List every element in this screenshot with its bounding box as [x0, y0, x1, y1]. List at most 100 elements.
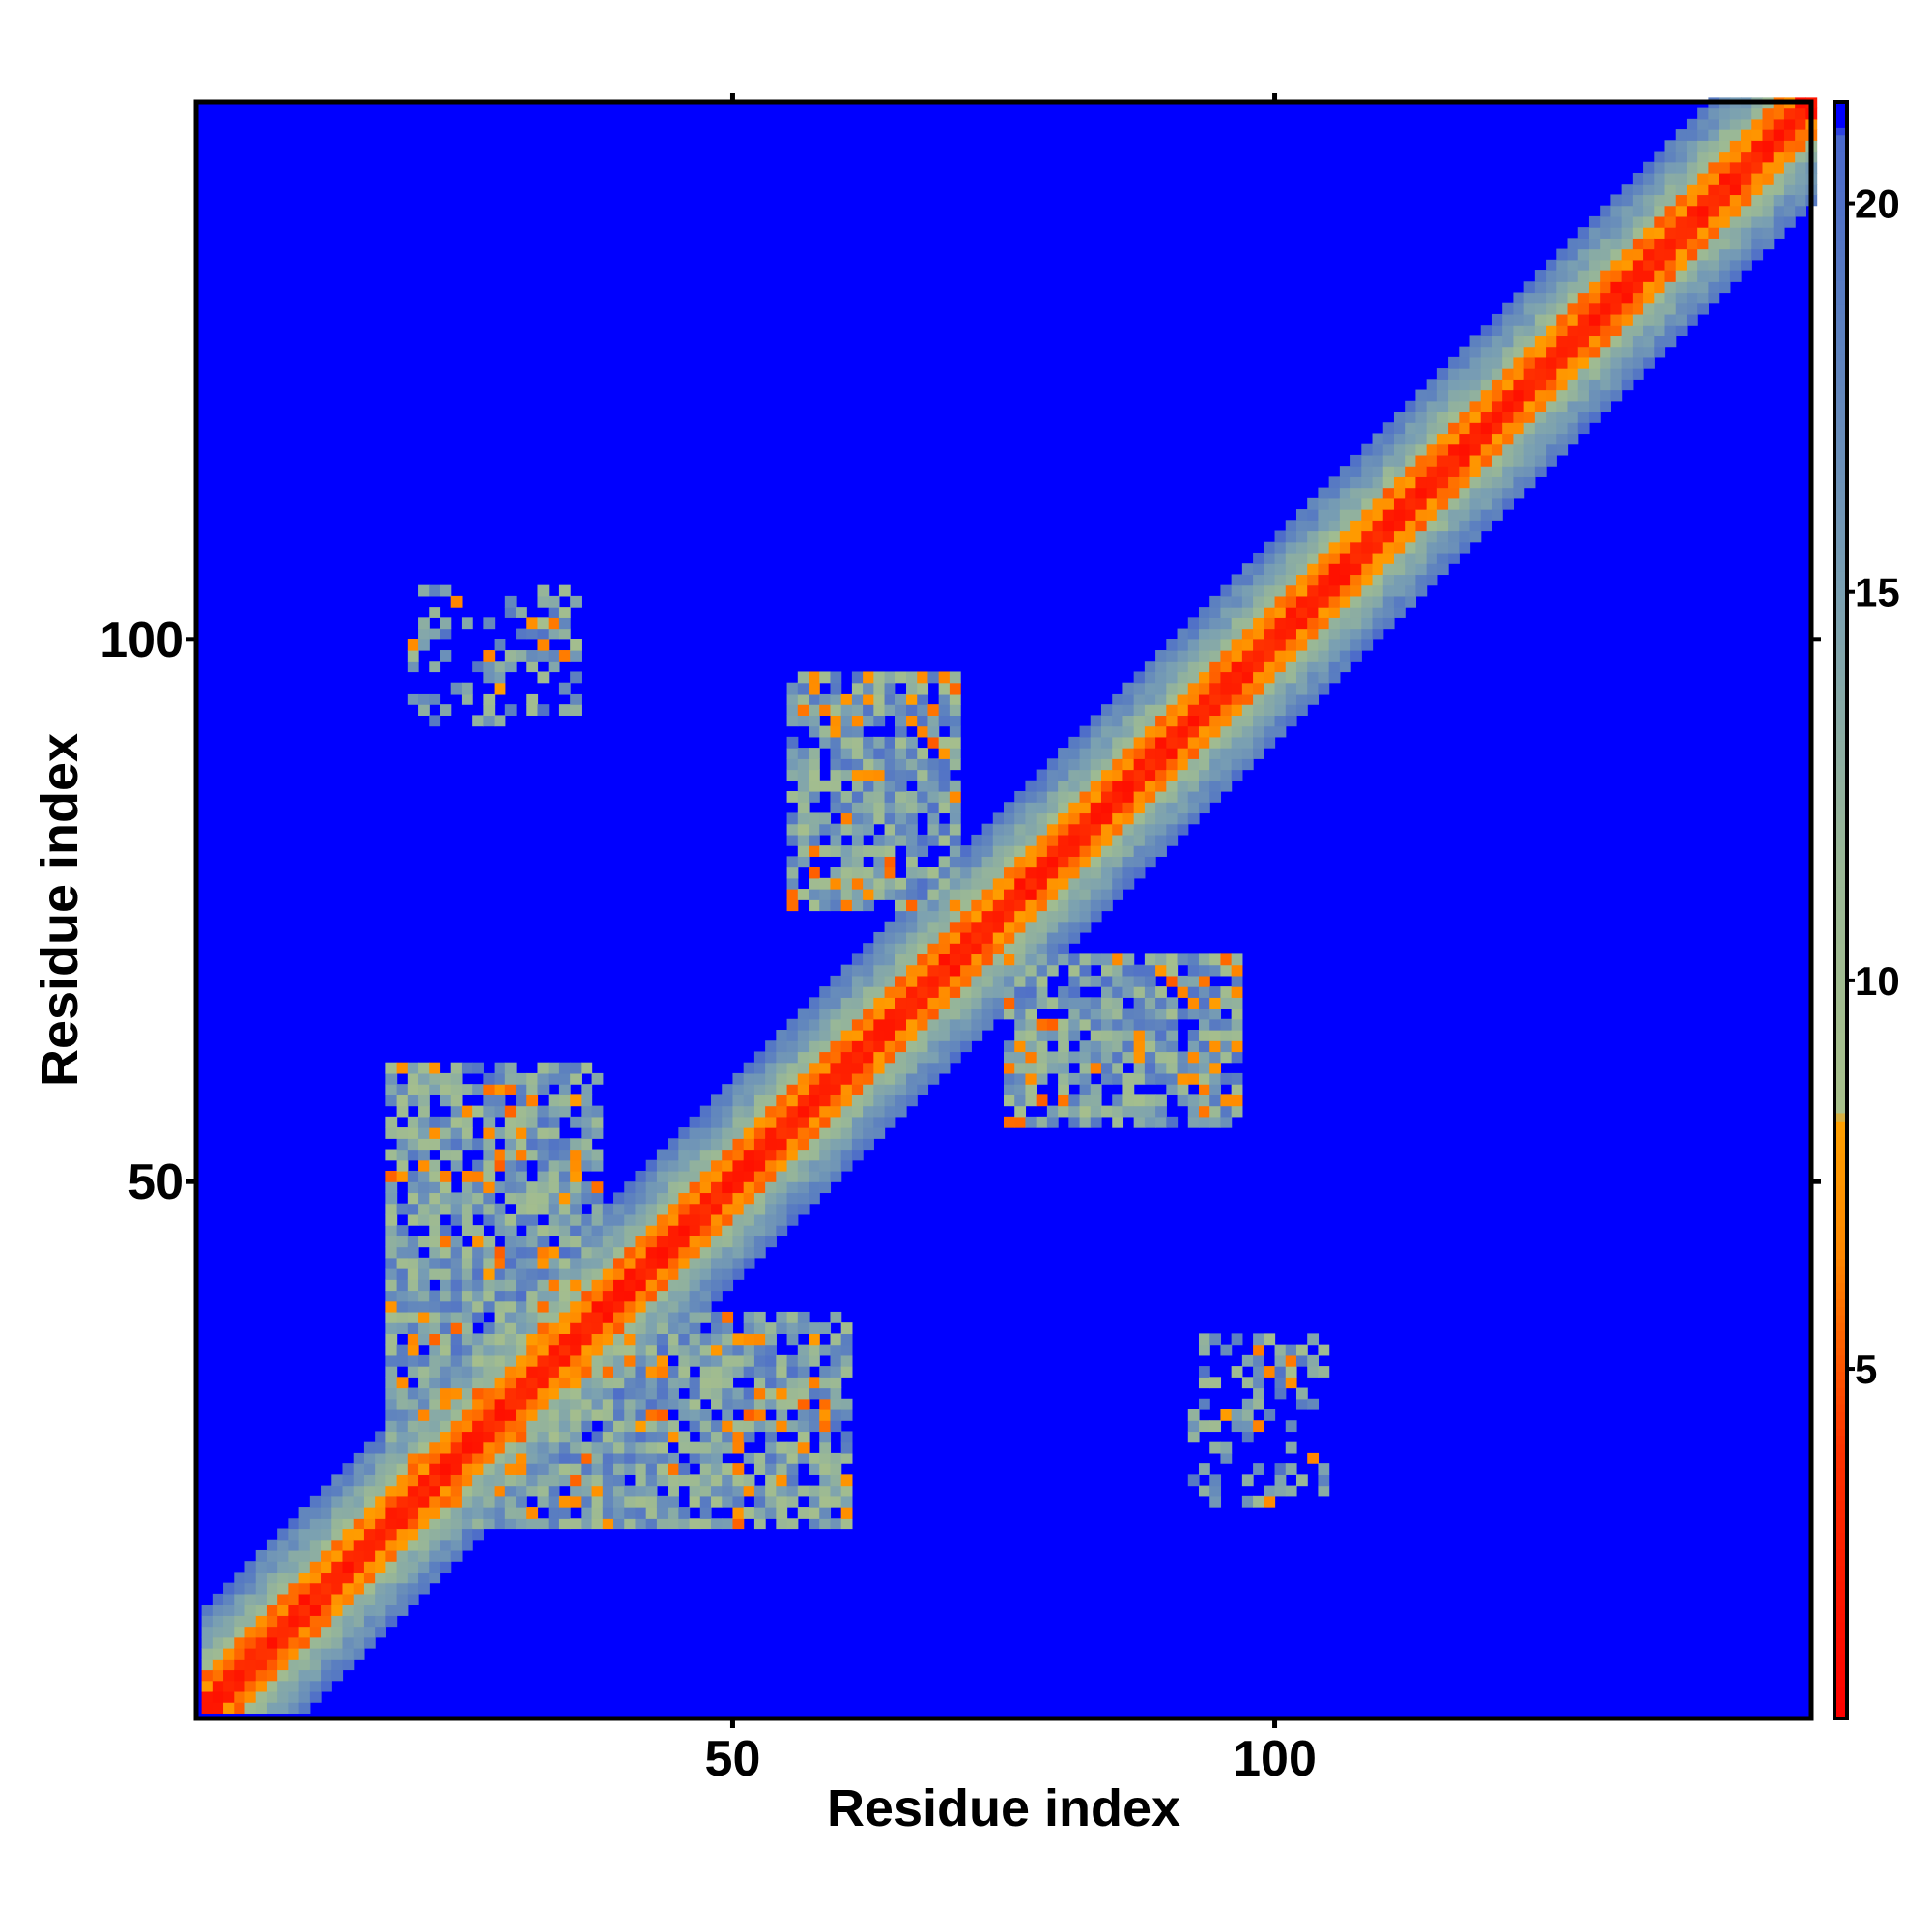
colorbar-segment [1834, 619, 1847, 629]
heatmap-cell [1675, 151, 1688, 163]
colorbar-segment [1834, 1669, 1847, 1679]
heatmap-cell [1046, 889, 1059, 900]
heatmap-cell [613, 1333, 625, 1346]
heatmap-cell [1253, 1495, 1264, 1508]
heatmap-cell [1036, 1116, 1048, 1128]
heatmap-cell [581, 1279, 593, 1292]
colorbar-segment [1834, 821, 1847, 831]
heatmap-cell [981, 823, 994, 836]
colorbar-segment [1834, 1225, 1847, 1235]
heatmap-cell [483, 1181, 496, 1194]
heatmap-cell [689, 1518, 701, 1530]
heatmap-cell [1122, 1105, 1135, 1118]
heatmap-cell [786, 1322, 799, 1334]
heatmap-cell [960, 931, 972, 944]
heatmap-cell [1274, 607, 1287, 618]
heatmap-cell [1350, 574, 1362, 586]
heatmap-cell [494, 1431, 506, 1443]
heatmap-cell [353, 1507, 365, 1519]
heatmap-cell [949, 671, 961, 684]
heatmap-cell [819, 1051, 832, 1064]
heatmap-cell [753, 1354, 766, 1367]
heatmap-cell [472, 1528, 484, 1541]
heatmap-cell [309, 1626, 322, 1638]
heatmap-cell [797, 1094, 810, 1107]
heatmap-cell [516, 1246, 527, 1259]
heatmap-cell [537, 1322, 550, 1334]
heatmap-cell [342, 1528, 355, 1541]
heatmap-cell [645, 1300, 658, 1313]
heatmap-cell [363, 1561, 376, 1574]
heatmap-cell [1643, 194, 1655, 207]
heatmap-cell [440, 1549, 452, 1562]
heatmap-cell [1112, 790, 1124, 803]
heatmap-cell [1264, 607, 1276, 618]
heatmap-cell [786, 1138, 799, 1151]
heatmap-cell [1133, 867, 1146, 879]
heatmap-cell [906, 899, 918, 912]
heatmap-cell [1654, 205, 1666, 217]
heatmap-cell [483, 1354, 496, 1367]
heatmap-cell [830, 1170, 842, 1182]
heatmap-cell [840, 1518, 853, 1530]
heatmap-cell [602, 1409, 614, 1421]
heatmap-cell [1350, 595, 1362, 608]
heatmap-cell [981, 877, 994, 890]
heatmap-cell [656, 1311, 668, 1323]
colorbar-segment [1834, 789, 1847, 799]
heatmap-cell [1241, 1377, 1254, 1389]
heatmap-cell [1741, 259, 1752, 271]
heatmap-cell [1187, 1420, 1200, 1433]
colorbar-segment [1834, 1298, 1847, 1308]
heatmap-cell [363, 1452, 376, 1464]
heatmap-cell [1046, 943, 1059, 955]
heatmap-cell [840, 997, 853, 1009]
colorbar-segment [1834, 320, 1847, 330]
heatmap-cell [1556, 443, 1569, 456]
heatmap-cell [223, 1582, 235, 1595]
heatmap-cell [396, 1105, 409, 1118]
heatmap-cell [1719, 227, 1731, 239]
heatmap-cell [1295, 1344, 1308, 1356]
heatmap-cell [699, 1452, 712, 1464]
heatmap-cell [1588, 313, 1601, 326]
heatmap-cell [1480, 476, 1492, 489]
heatmap-cell [949, 834, 961, 846]
heatmap-cell [635, 1507, 647, 1519]
heatmap-cell [1405, 466, 1417, 477]
heatmap-cell [1307, 509, 1320, 521]
heatmap-cell [895, 1105, 907, 1118]
heatmap-cell [1318, 497, 1330, 510]
heatmap-cell [668, 1170, 679, 1182]
heatmap-cell [396, 1170, 409, 1182]
heatmap-cell [1588, 346, 1601, 358]
heatmap-cell [1448, 356, 1460, 369]
heatmap-cell [1144, 769, 1156, 781]
heatmap-cell [1762, 215, 1775, 228]
heatmap-cell [396, 1431, 409, 1443]
heatmap-cell [1090, 856, 1102, 868]
heatmap-cell [656, 1213, 668, 1226]
heatmap-cell [906, 877, 918, 890]
heatmap-cell [840, 1008, 853, 1020]
colorbar-segment [1834, 603, 1847, 612]
heatmap-cell [1264, 682, 1276, 695]
heatmap-cell [645, 1420, 658, 1433]
heatmap-cell [1014, 1040, 1027, 1053]
heatmap-cell [1546, 302, 1557, 315]
heatmap-cell [1480, 433, 1492, 445]
heatmap-cell [483, 1127, 496, 1139]
heatmap-cell [765, 1084, 777, 1095]
heatmap-cell [1187, 1431, 1200, 1443]
heatmap-cell [819, 1084, 832, 1095]
heatmap-cell [1198, 1420, 1210, 1433]
heatmap-cell [1546, 292, 1557, 304]
heatmap-cell [699, 1366, 712, 1378]
colorbar-segment [1834, 724, 1847, 734]
heatmap-cell [1534, 433, 1547, 445]
heatmap-cell [1675, 325, 1688, 337]
heatmap-cell [895, 899, 907, 912]
heatmap-cell [244, 1593, 257, 1605]
heatmap-cell [1502, 497, 1515, 510]
heatmap-cell [689, 1149, 701, 1161]
